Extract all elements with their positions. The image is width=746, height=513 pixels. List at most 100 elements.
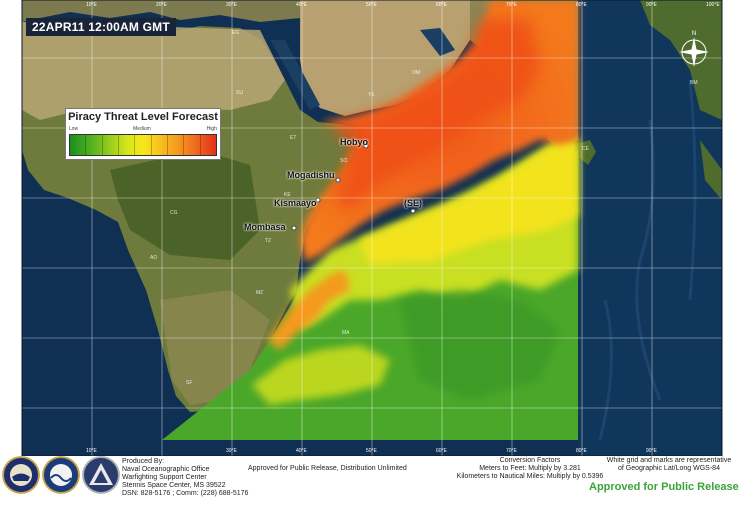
country-code-eg: EG [232,30,240,36]
city-label-hobyo: Hobyo [340,137,368,147]
city-label-mogadishu: Mogadishu [287,170,335,180]
country-code-bm: BM [690,80,698,86]
country-code-su: SU [236,90,243,96]
country-code-et: ET [290,135,297,141]
ocean-ridges [598,79,697,441]
country-code-om: OM [412,70,421,76]
compass-rose-icon: N [679,31,709,67]
lon-label: 30°E [226,2,237,8]
landmass-europe [22,0,300,22]
lat-label-right: 0° [730,195,735,201]
sumatra [700,140,722,200]
country-code-cg: CG [170,210,178,216]
threat-zone-south-green [400,290,560,400]
lon-label: 100°E [706,2,720,8]
country-code-ke: KE [284,192,291,198]
lon-label-bottom: 30°E [226,448,237,454]
mogadishu-marker [335,177,341,183]
city-label-kismaayo: Kismaayo [274,198,317,208]
sahara-region [22,22,285,120]
landmass-se-asia [640,0,722,120]
legend-ticks: Low Medium High [69,126,217,134]
lon-label: 50°E [366,2,377,8]
kismaayo-marker [315,197,321,203]
legend-tick-medium: Medium [133,126,151,132]
lon-label-bottom: 50°E [366,448,377,454]
lon-label: 60°E [436,2,447,8]
lat-label-right: 10°S [726,265,737,271]
conversion-title: Conversion Factors [499,457,561,464]
footer-band [0,456,746,513]
hobyo-marker [363,143,369,149]
lat-label: 20°N [8,55,20,61]
legend-color-scale [69,134,217,156]
lat-label-right: 30°S [726,405,737,411]
country-code-ao: AO [150,255,158,261]
lon-label: 80°E [576,2,587,8]
grid-note: White grid and marks are representative … [596,457,742,473]
lat-label: 10°S [8,265,19,271]
lon-label: 90°E [646,2,657,8]
conversion-factors: Conversion Factors Meters to Feet: Multi… [440,457,620,481]
lon-label: 20°E [156,2,167,8]
country-code-mz: MZ [256,290,264,296]
threat-zone-channel [268,270,350,350]
lon-label-bottom: 90°E [646,448,657,454]
producer-location: Stennis Space Center, MS 39522 [122,482,226,489]
conversion-miles: Kilometers to Nautical Miles: Multiply b… [456,473,604,480]
producer-info: Produced By: Naval Oceanographic Office … [122,458,248,498]
island-label-seychelles: (SE) [404,198,422,208]
grid-note-line-2: of Geographic Lat/Long WGS-84 [618,465,720,472]
approved-for-release-label: Approved for Public Release [589,481,739,493]
naval-oceanography-seal-logo [42,456,80,494]
producer-center: Warfighting Support Center [122,474,207,481]
lat-label-right: 20°S [726,335,737,341]
forecast-datetime: 22APR11 12:00AM GMT [26,18,176,36]
mombasa-marker [291,225,297,231]
grid-note-line-1: White grid and marks are representative [606,457,732,464]
lon-label-bottom: 70°E [506,448,517,454]
legend-tick-high: High [206,126,217,132]
seychelles-marker [410,208,416,214]
lat-label: 0° [12,195,17,201]
threat-zone-yellow [360,138,578,265]
lon-label: 70°E [506,2,517,8]
sri-lanka [580,140,596,165]
legend-title: Piracy Threat Level Forecast [68,111,218,123]
country-code-so: SO [340,158,348,164]
persian-gulf [420,28,455,56]
lat-label-right: 20°N [726,55,738,61]
producer-office: Naval Oceanographic Office [122,466,210,473]
produced-by-label: Produced By: [122,458,165,465]
country-code-ye: YE [368,92,375,98]
city-label-mombasa: Mombasa [244,222,286,232]
release-statement: Approved for Public Release, Distributio… [248,465,407,472]
lat-label: 20°S [8,335,19,341]
country-code-sf: SF [186,380,193,386]
warfighting-support-center-logo [82,456,120,494]
threat-level-legend: Piracy Threat Level Forecast Low Medium … [65,108,221,160]
lat-label-right: 10°N [726,125,738,131]
lon-label-bottom: 40°E [296,448,307,454]
legend-tick-low: Low [69,126,79,132]
congo-basin [110,150,260,260]
country-code-ma: MA [342,330,350,336]
country-code-ce: CE [582,146,589,152]
producer-contact: DSN: 828-5176 ; Comm: (228) 688-5176 [122,490,249,497]
graticule [22,0,722,456]
threat-zone-south-patch [252,345,390,405]
red-sea [270,40,320,110]
conversion-feet: Meters to Feet: Multiply by 3.281 [479,465,581,472]
lat-label: 10°N [8,125,20,131]
country-code-tz: TZ [265,238,272,244]
lat-label: 30°S [8,405,19,411]
navy-seal-logo [2,456,40,494]
lon-label: 10°E [86,2,97,8]
lon-label-bottom: 10°E [86,448,97,454]
lon-label-bottom: 60°E [436,448,447,454]
threat-zone-critical [330,20,540,210]
lon-label-bottom: 80°E [576,448,587,454]
svg-text:N: N [692,31,696,37]
lon-label: 40°E [296,2,307,8]
